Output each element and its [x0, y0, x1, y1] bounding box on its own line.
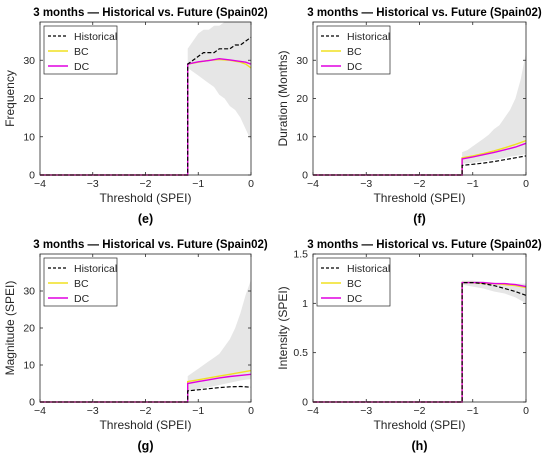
x-tick-label: 0 [248, 178, 254, 190]
x-tick-label: −2 [414, 178, 426, 190]
y-tick-label: 20 [23, 93, 35, 105]
legend-label-historical: Historical [74, 263, 117, 275]
legend-label-historical: Historical [74, 31, 117, 43]
y-tick-label: 0.5 [293, 347, 308, 359]
x-tick-label: −3 [87, 178, 99, 190]
panel-caption: (f) [413, 212, 426, 226]
x-tick-label: −3 [360, 405, 372, 417]
x-tick-label: −1 [467, 405, 479, 417]
y-tick-label: 1.5 [293, 249, 308, 261]
chart-title: 3 months — Historical vs. Future (Spain0… [33, 7, 268, 19]
legend-label-dc: DC [74, 293, 90, 305]
x-tick-label: −3 [360, 178, 372, 190]
chart-title: 3 months — Historical vs. Future (Spain0… [33, 239, 268, 251]
x-tick-label: −4 [34, 405, 46, 417]
x-tick-label: −1 [192, 405, 204, 417]
y-tick-label: 10 [23, 360, 35, 372]
series-line-historical [40, 385, 252, 403]
y-tick-label: 20 [23, 323, 35, 335]
y-tick-label: 20 [296, 93, 308, 105]
legend-label-bc: BC [347, 278, 362, 290]
y-tick-label: 10 [296, 131, 308, 143]
chart-title: 3 months — Historical vs. Future (Spain0… [307, 239, 542, 251]
y-axis-label: Intensity (SPEI) [276, 286, 290, 369]
chart-panel-4: −4 −3 −2 −1 0 0 0.5 1 1.53 months — Historical v… [276, 239, 542, 453]
uncertainty-band [462, 52, 526, 164]
series-line-dc [313, 142, 527, 176]
y-axis-label: Magnitude (SPEI) [3, 281, 17, 376]
legend-label-bc: BC [347, 46, 362, 58]
y-tick-label: 30 [23, 286, 35, 298]
legend-label-bc: BC [74, 278, 89, 290]
legend: Historical BC DC [43, 25, 118, 75]
uncertainty-band [187, 279, 251, 391]
x-tick-label: 0 [523, 178, 529, 190]
legend: Historical BC DC [43, 257, 118, 307]
series-line-historical [40, 36, 252, 176]
panel-caption: (g) [138, 439, 154, 453]
x-tick-label: −4 [307, 178, 319, 190]
panel-caption: (e) [138, 212, 153, 226]
x-axis-label: Threshold (SPEI) [99, 418, 191, 432]
series-line-dc [40, 57, 252, 176]
y-tick-label: 1 [302, 298, 308, 310]
chart-panel-3: −4 −3 −2 −1 0 0 10 20 30 3 months — Historical vs… [3, 239, 268, 453]
x-tick-label: 0 [523, 405, 529, 417]
chart-panel-1: −4 −3 −2 −1 0 0 10 20 30 3 months — Historical vs… [3, 7, 268, 226]
uncertainty-band [187, 22, 251, 141]
chart-title: 3 months — Historical vs. Future (Spain0… [307, 7, 542, 19]
x-tick-label: 0 [248, 405, 254, 417]
uncertainty-band [462, 280, 526, 304]
x-tick-label: −2 [140, 178, 152, 190]
legend: Historical BC DC [316, 25, 391, 75]
series-line-historical [313, 282, 527, 403]
legend: Historical BC DC [316, 257, 391, 307]
x-tick-label: −1 [467, 178, 479, 190]
x-axis-label: Threshold (SPEI) [99, 191, 191, 205]
x-tick-label: −4 [34, 178, 46, 190]
x-axis-label: Threshold (SPEI) [373, 191, 465, 205]
x-tick-label: −2 [414, 405, 426, 417]
x-tick-label: −4 [307, 405, 319, 417]
y-tick-label: 10 [23, 131, 35, 143]
y-tick-label: 0 [302, 397, 308, 409]
legend-label-historical: Historical [347, 31, 390, 43]
x-tick-label: −3 [87, 405, 99, 417]
y-tick-label: 0 [29, 397, 35, 409]
y-tick-label: 0 [302, 170, 308, 182]
y-tick-label: 30 [296, 55, 308, 67]
x-tick-label: −1 [192, 178, 204, 190]
series-line-dc [40, 373, 252, 403]
panel-caption: (h) [412, 439, 428, 453]
x-tick-label: −2 [140, 405, 152, 417]
legend-label-dc: DC [347, 293, 363, 305]
x-axis-label: Threshold (SPEI) [373, 418, 465, 432]
series-line-historical [313, 155, 527, 176]
chart-panel-2: −4 −3 −2 −1 0 0 10 20 30 3 months — Historical vs… [276, 7, 542, 226]
legend-label-historical: Historical [347, 263, 390, 275]
legend-label-dc: DC [347, 61, 363, 73]
y-axis-label: Frequency [3, 70, 17, 127]
y-tick-label: 0 [29, 170, 35, 182]
y-tick-label: 30 [23, 55, 35, 67]
legend-label-dc: DC [74, 61, 90, 73]
y-axis-label: Duration (Months) [276, 50, 290, 146]
legend-label-bc: BC [74, 46, 89, 58]
